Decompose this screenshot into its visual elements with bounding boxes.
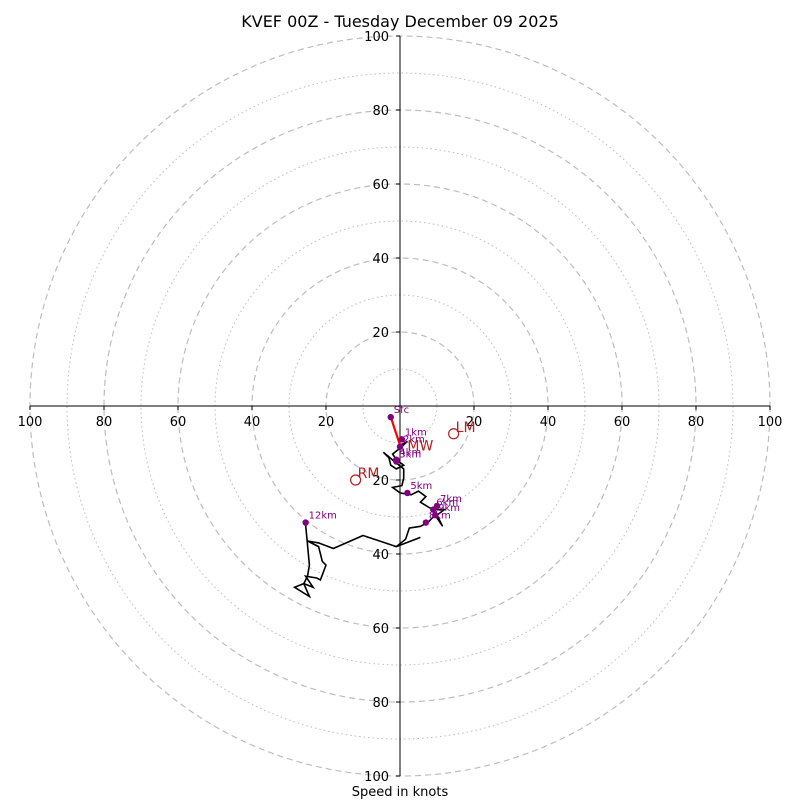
x-tick-label: 20 [466, 415, 483, 430]
level-dot-2km [396, 443, 404, 450]
level-dot-9km [431, 511, 439, 519]
level-label-8km: 8km [429, 511, 451, 522]
storm-motion-markers: RM LM MW [350, 420, 476, 486]
level-label-5km: 5km [410, 481, 432, 492]
level-label-4km: 4km [399, 448, 421, 459]
storm-motion-circle-rm [350, 474, 362, 486]
y-tick-label: 100 [364, 770, 389, 785]
level-label-12km: 12km [309, 511, 337, 522]
y-tick-label: 20 [372, 474, 389, 489]
storm-motion-label-rm: RM [358, 466, 380, 482]
chart-title: KVEF 00Z - Tuesday December 09 2025 [241, 12, 559, 31]
tick-labels: 100 80 60 40 20 20 40 60 80 100 100 80 60 40 20 20 40 60 8… [18, 30, 783, 785]
x-axis-label: Speed in knots [352, 785, 449, 800]
level-label-2km: 2km [403, 435, 425, 446]
x-tick-label: 40 [244, 415, 261, 430]
y-tick-label: 40 [372, 252, 389, 267]
low-level-segment [389, 416, 402, 446]
mean-wind-label: MW [407, 438, 433, 454]
x-tick-label: 60 [170, 415, 187, 430]
x-tick-label: 80 [688, 415, 705, 430]
level-label-3km: 3km [399, 450, 421, 461]
y-tick-label: 60 [372, 178, 389, 193]
level-label-7km: 7km [440, 494, 462, 505]
x-tick-label: 60 [614, 415, 631, 430]
x-tick-label: 100 [758, 415, 783, 430]
storm-motion-label-lm: LM [456, 420, 476, 436]
level-dot-8km [422, 519, 430, 526]
x-tick-label: 80 [96, 415, 113, 430]
level-dot-7km [433, 502, 441, 510]
level-dot-12km [302, 519, 309, 526]
level-label-1km: 1km [405, 427, 427, 438]
storm-motion-circle-lm [448, 428, 460, 440]
level-label-sfc: Sfc [394, 405, 409, 416]
x-tick-label: 100 [18, 415, 43, 430]
level-dot-1km [398, 436, 406, 443]
level-dot-sfc [387, 413, 394, 421]
y-tick-label: 80 [372, 696, 389, 711]
x-tick-label: 20 [318, 415, 335, 430]
y-tick-label: 60 [372, 622, 389, 637]
y-tick-label: 80 [372, 104, 389, 119]
x-tick-label: 40 [540, 415, 557, 430]
level-label-9km: 9km [438, 503, 460, 514]
axes [30, 36, 770, 776]
y-tick-label: 100 [364, 30, 389, 45]
level-dot-5km [404, 489, 411, 497]
level-label-6km: 6km [436, 498, 458, 509]
level-dot-4km [393, 456, 400, 463]
y-tick-label: 20 [372, 326, 389, 341]
y-tick-label: 40 [372, 548, 389, 563]
